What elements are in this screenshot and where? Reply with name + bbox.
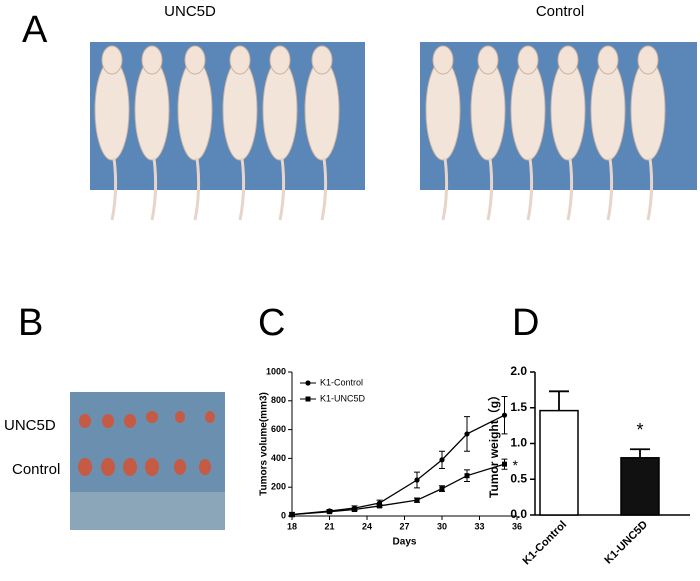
- legend-label: K1-UNC5D: [320, 393, 366, 403]
- x-tick-label: 30: [437, 521, 447, 531]
- x-axis-label: Days: [393, 537, 417, 548]
- marker: [414, 497, 420, 503]
- photo-label: Control: [12, 461, 60, 478]
- marker: [439, 457, 445, 463]
- error-bar: [549, 390, 569, 411]
- panel-label: A: [22, 9, 48, 51]
- marker: [327, 509, 332, 515]
- marker: [414, 477, 420, 483]
- y-axis-label: Tumor weight（g）: [486, 389, 501, 498]
- photo: [90, 42, 365, 222]
- x-tick-label: K1-Control: [521, 519, 570, 568]
- x-tick-label: 18: [287, 521, 297, 531]
- bar: [620, 457, 660, 516]
- y-tick-label: 400: [271, 453, 286, 463]
- photo-label: UNC5D: [164, 3, 216, 20]
- annotation: *: [513, 457, 519, 473]
- y-tick-label: 1000: [266, 366, 286, 376]
- legend-label: K1-Control: [320, 377, 363, 387]
- panel-label: B: [18, 302, 43, 344]
- legend-marker: [305, 380, 311, 386]
- x-tick-label: 36: [512, 521, 522, 531]
- x-tick-label: 21: [324, 521, 334, 531]
- photo-label: Control: [536, 3, 584, 20]
- y-axis-label: Tumors volume(mm3): [259, 392, 270, 496]
- bar: [539, 409, 579, 516]
- error-bar: [630, 448, 650, 458]
- panel-label: D: [512, 302, 539, 344]
- marker: [377, 503, 382, 509]
- legend-marker: [305, 396, 311, 402]
- series-line: [291, 463, 505, 516]
- y-tick-label: 0.5: [510, 471, 527, 485]
- panel-label: C: [258, 302, 285, 344]
- y-tick-label: 200: [271, 482, 286, 492]
- marker: [464, 473, 470, 479]
- x-tick-label: 24: [362, 521, 372, 531]
- marker: [289, 512, 295, 518]
- y-tick-label: 0.0: [510, 507, 527, 521]
- y-tick-label: 0: [281, 510, 286, 520]
- series-line: [291, 414, 505, 516]
- marker: [502, 461, 507, 467]
- marker: [464, 431, 470, 437]
- y-tick-label: 1.5: [510, 400, 527, 414]
- x-tick-label: 27: [399, 521, 409, 531]
- y-tick-label: 1.0: [510, 436, 527, 450]
- y-tick-label: 800: [271, 395, 286, 405]
- x-tick-label: K1-UNC5D: [602, 519, 650, 567]
- photo: [420, 42, 697, 222]
- y-tick-label: 2.0: [510, 364, 527, 378]
- marker: [352, 507, 357, 513]
- photo-label: UNC5D: [4, 417, 56, 434]
- y-tick-label: 600: [271, 424, 286, 434]
- marker: [439, 486, 445, 492]
- annotation: *: [636, 420, 643, 440]
- photo: [70, 392, 225, 530]
- marker: [501, 412, 508, 418]
- x-tick-label: 33: [474, 521, 484, 531]
